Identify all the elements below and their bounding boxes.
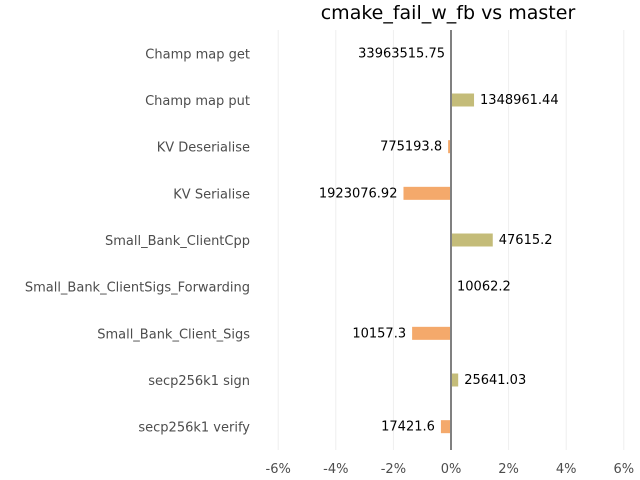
data-label: 47615.2 [499, 233, 553, 248]
bar [451, 233, 493, 247]
bar [412, 326, 451, 340]
category-label: Small_Bank_ClientCpp [105, 234, 250, 249]
x-tick-label: -4% [323, 462, 348, 477]
bar [440, 420, 451, 434]
data-label: 33963515.75 [358, 46, 445, 61]
bar [448, 140, 451, 154]
category-label: secp256k1 verify [138, 421, 250, 436]
data-label: 1348961.44 [480, 93, 559, 108]
x-tick-label: 0% [441, 462, 462, 477]
category-label: Champ map put [145, 94, 250, 109]
data-label: 10157.3 [352, 326, 406, 341]
x-tick-label: -6% [266, 462, 291, 477]
bars [403, 93, 493, 434]
x-tick-labels: -6% -4% -2% 0% 2% 4% 6% [266, 462, 635, 477]
value-labels: 33963515.75 1348961.44 775193.8 1923076.92 4… [319, 46, 559, 434]
bar [451, 93, 475, 107]
category-labels: Champ map get Champ map put KV Deserialise… [25, 47, 250, 435]
category-label: KV Deserialise [157, 141, 250, 156]
category-label: Champ map get [145, 47, 250, 62]
category-label: secp256k1 sign [148, 374, 250, 389]
bar [451, 373, 459, 387]
data-label: 17421.6 [381, 420, 435, 435]
x-tick-label: 4% [556, 462, 577, 477]
category-label: Small_Bank_Client_Sigs [97, 327, 250, 342]
data-label: 775193.8 [380, 140, 442, 155]
data-label: 10062.2 [457, 280, 511, 295]
data-label: 1923076.92 [319, 186, 398, 201]
x-tick-label: 6% [613, 462, 634, 477]
x-tick-label: -2% [381, 462, 406, 477]
x-tick-label: 2% [498, 462, 519, 477]
chart-title: cmake_fail_w_fb vs master [321, 2, 576, 24]
category-label: KV Serialise [173, 187, 250, 202]
bar [403, 186, 451, 200]
category-label: Small_Bank_ClientSigs_Forwarding [25, 281, 250, 296]
data-label: 25641.03 [464, 373, 526, 388]
